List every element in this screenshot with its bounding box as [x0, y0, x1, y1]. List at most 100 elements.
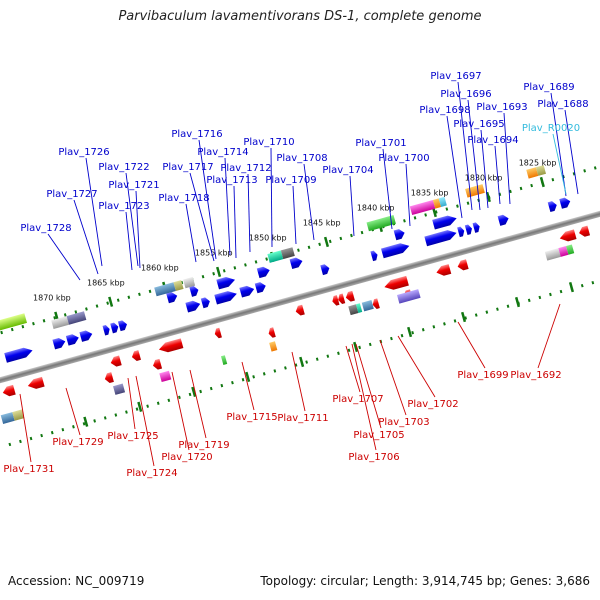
scale-dot: [156, 401, 160, 405]
callout-line: [135, 375, 155, 467]
cog-feature-box: [526, 167, 539, 179]
scale-dot: [74, 310, 78, 314]
scale-dot: [114, 413, 118, 417]
scale-tick: [514, 296, 521, 308]
scale-labels: 1870 kbp 1865 kbp 1860 kbp 1855 kbp 1850 kbp…: [33, 159, 556, 303]
cog-feature-box: [12, 409, 25, 421]
reverse-gene-arrow: [295, 304, 305, 316]
genome-title: Parvibaculum lavamentivorans DS-1, compl…: [118, 9, 482, 24]
cog-feature-box: [535, 165, 547, 176]
scale-dot: [305, 360, 309, 364]
forward-gene-arrow: [432, 215, 457, 230]
gene-label: Plav_1688: [537, 99, 588, 110]
forward-gene-arrow: [497, 214, 509, 226]
scale-dot: [593, 166, 597, 170]
cog-feature-box: [0, 412, 15, 424]
scale-dot: [315, 357, 319, 361]
scale-dot: [350, 233, 353, 238]
forward-gene-arrow: [102, 324, 110, 336]
cog-feature-box: [396, 289, 421, 304]
scale-dot: [125, 410, 128, 414]
callout-line: [457, 81, 473, 211]
callout-line: [550, 92, 567, 197]
gene-label: Plav_1708: [276, 153, 327, 164]
callout-line: [345, 345, 361, 393]
gene-label: Plav_1728: [20, 223, 71, 234]
callout-line: [349, 175, 355, 237]
scale-tick: [323, 236, 330, 248]
scale-tick: [568, 281, 575, 293]
forward-gene-arrow: [79, 330, 93, 342]
scale-dot: [347, 348, 351, 353]
forward-gene-arrow: [200, 297, 210, 309]
scale-dot: [307, 245, 311, 249]
scale-dot: [519, 186, 523, 191]
gene-label: Plav_1721: [108, 180, 159, 191]
callout-line: [503, 112, 511, 205]
reverse-gene-arrow: [559, 229, 577, 242]
cog-feature-box: [366, 215, 396, 232]
gene-label: Plav_1722: [98, 162, 149, 173]
forward-gene-arrow: [166, 292, 178, 304]
cog-feature-box: [409, 199, 436, 216]
gene-label: Plav_1724: [126, 468, 177, 479]
scale-dot: [591, 281, 595, 285]
scale-dot: [538, 295, 542, 300]
forward-gene-arrow: [254, 282, 266, 294]
scale-dot: [40, 433, 44, 438]
upper-scale-line: [0, 166, 597, 335]
callout-line: [247, 173, 251, 253]
callout-line: [185, 203, 197, 263]
scale-dot: [485, 310, 489, 314]
scale-label: 1865 kbp: [87, 278, 125, 287]
gene-label: Plav_1713: [206, 175, 257, 186]
cog-feature-box: [154, 282, 176, 297]
cog-feature-box: [66, 311, 87, 325]
callout-line: [85, 157, 103, 267]
cog-feature-box: [220, 355, 228, 365]
reverse-gene-arrow: [384, 275, 409, 290]
scale-dot: [506, 304, 510, 308]
forward-gene-arrow: [464, 224, 472, 235]
cog-feature-box: [0, 313, 27, 331]
scale-dot: [241, 378, 245, 382]
callout-line: [135, 190, 141, 269]
gene-label: Plav_1711: [277, 413, 328, 424]
gene-features: [0, 165, 591, 424]
scale-tick: [539, 176, 545, 188]
callout-line: [65, 387, 81, 436]
gene-label: Plav_1719: [178, 440, 229, 451]
scale-dot: [10, 327, 14, 332]
cog-feature-box: [183, 276, 196, 289]
scale-label: 1825 kbp: [519, 159, 557, 168]
scale-tick: [353, 341, 359, 353]
scale-dot: [453, 319, 457, 323]
callout-line: [224, 157, 231, 256]
cog-feature-box: [269, 341, 278, 352]
scale-dot: [509, 189, 512, 194]
gene-label: Plav_1693: [476, 102, 527, 113]
callout-line: [446, 115, 463, 219]
scale-dot: [326, 354, 330, 358]
gene-label: Plav_1700: [378, 153, 429, 164]
scale-label: 1850 kbp: [249, 234, 287, 243]
callout-line: [171, 371, 190, 451]
scale-dot: [72, 425, 75, 429]
gene-label: Plav_1725: [107, 431, 158, 442]
scale-dot: [8, 442, 12, 447]
callout-line: [198, 139, 217, 260]
scale-dot: [530, 183, 534, 188]
scale-dot: [50, 430, 54, 435]
forward-gene-arrow: [424, 230, 457, 247]
callout-line: [303, 163, 315, 241]
gene-label: Plav_1704: [322, 165, 373, 176]
forward-gene-arrow: [559, 197, 571, 209]
reverse-gene-arrow: [457, 259, 469, 271]
scale-dot: [212, 272, 216, 276]
scale-dot: [549, 292, 552, 297]
scale-tick: [216, 266, 222, 277]
cog-feature-box: [113, 383, 126, 395]
scale-dot: [42, 319, 46, 323]
scale-dot: [551, 177, 555, 182]
forward-gene-arrow: [256, 266, 270, 279]
